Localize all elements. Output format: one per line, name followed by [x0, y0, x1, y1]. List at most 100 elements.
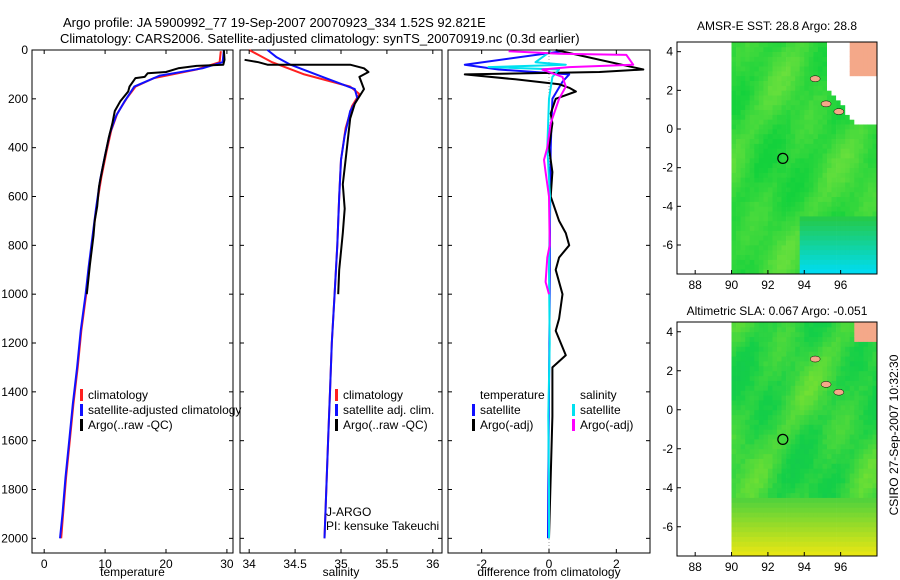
diff-legend-swatch-1-2	[572, 419, 575, 431]
depth-tick-label-9: 1800	[1, 483, 28, 497]
salinity-xtick-label-0: 34	[243, 557, 257, 571]
temperature-xtick-label-0: 0	[41, 557, 48, 571]
depth-tick-label-6: 1200	[1, 336, 28, 350]
depth-tick-label-2: 400	[8, 141, 28, 155]
salinity-series-2	[244, 58, 370, 295]
salinity-legend-label-2: Argo(..raw -QC)	[343, 418, 428, 432]
sla_map-ytick-label-0: -6	[662, 520, 673, 534]
chart-title-line1: Argo profile: JA 5900992_77 19-Sep-2007 …	[63, 15, 486, 30]
temperature-legend-swatch-1	[80, 404, 83, 416]
chart-title-line2: Climatology: CARS2006. Satellite-adjuste…	[60, 31, 580, 46]
difference-series-0	[463, 50, 571, 539]
temperature-legend-swatch-2	[80, 419, 83, 431]
difference-xtick-label-0: -2	[476, 557, 487, 571]
map-panels: AMSR-E SST: 28.8 Argo: 28.8 88 90 92 94 96 -6 -…	[662, 19, 878, 574]
sst_map-island-2	[833, 108, 845, 115]
sst_map-title: AMSR-E SST: 28.8 Argo: 28.8	[697, 19, 857, 33]
sst_map-island-1	[820, 100, 832, 108]
salinity-xtick-label-2: 35	[334, 557, 348, 571]
diff-legend-swatch-0-1	[472, 404, 475, 416]
panel-sst_map: AMSR-E SST: 28.8 Argo: 28.8 88 90 92 94 96 -6 -…	[662, 19, 878, 292]
sla_map-title: Altimetric SLA: 0.067 Argo: -0.051	[687, 304, 868, 318]
temperature-legend-label-0: climatology	[88, 388, 148, 402]
salinity-xtick-label-4: 36	[426, 557, 440, 571]
temperature-xlabel: temperature	[100, 565, 165, 579]
difference-xtick-label-2: 2	[613, 557, 620, 571]
sla_map-cells	[731, 322, 878, 557]
diff-legend-label-1-0: salinity	[580, 388, 617, 402]
depth-tick-label-0: 0	[21, 43, 28, 57]
depth-tick-label-7: 1400	[1, 385, 28, 399]
timestamp-label: CSIRO 27-Sep-2007 10:32:30	[887, 354, 900, 516]
salinity-legend-swatch-0	[335, 389, 338, 401]
difference-series-2	[487, 50, 567, 539]
salinity-legend-swatch-2	[335, 419, 338, 431]
panel-temperature: 0 10 20 30 0 200 400 600 800 1000 1200 1400 1600 1800…	[1, 43, 241, 579]
salinity-annotation-1: PI: kensuke Takeuchi	[326, 519, 439, 533]
salinity-axes-frame	[239, 49, 443, 554]
depth-tick-label-4: 800	[8, 238, 28, 252]
depth-tick-label-5: 1000	[1, 287, 28, 301]
sst_map-ytick-label-5: 4	[666, 45, 673, 59]
diff-legend-swatch-0-2	[472, 419, 475, 431]
diff-legend-label-1-1: satellite	[580, 403, 621, 417]
sst_map-ytick-label-4: 2	[666, 83, 673, 97]
sst_map-ytick-label-1: -4	[662, 199, 673, 213]
sst_map-argo-marker	[777, 152, 789, 164]
sla_map-island-1	[820, 381, 832, 388]
diff-legend-label-0-0: temperature	[480, 388, 545, 402]
timestamp-label-wrap: CSIRO 27-Sep-2007 10:32:30	[880, 300, 900, 570]
diff-legend-label-1-2: Argo(-adj)	[580, 418, 633, 432]
sst_map-xtick-label-1: 90	[725, 278, 739, 292]
salinity-legend-label-0: climatology	[343, 388, 403, 402]
sst_map-island-0	[809, 75, 821, 82]
salinity-annotation-0: J-ARGO	[326, 505, 371, 519]
sla_map-island-2	[833, 388, 845, 396]
panel-salinity: 34 34.5 35 35.5 36 salinity climatologysatelli…	[239, 49, 443, 579]
sla_map-ytick-label-1: -4	[662, 481, 673, 495]
temperature-xtick-label-1: 10	[98, 557, 112, 571]
sla_map-argo-marker	[777, 433, 789, 445]
sla_map-frame	[676, 321, 878, 557]
diff-legend-swatch-1-1	[572, 404, 575, 416]
sst_map-ytick-label-2: -2	[662, 161, 673, 175]
sla_map-ytick-label-2: -2	[662, 442, 673, 456]
temperature-legend-label-1: satellite-adjusted climatology	[88, 403, 241, 417]
sst_map-xtick-label-2: 92	[761, 278, 775, 292]
sla_map-xtick-label-4: 96	[834, 560, 848, 574]
depth-tick-label-10: 2000	[1, 531, 28, 545]
salinity-xtick-label-1: 34.5	[283, 557, 307, 571]
sst_map-xtick-label-3: 94	[798, 278, 812, 292]
temperature-xtick-label-3: 30	[220, 557, 234, 571]
sst_map-frame	[676, 41, 878, 275]
difference-series-3	[508, 50, 635, 295]
sla_map-island-0	[809, 355, 821, 363]
depth-tick-label-3: 600	[8, 190, 28, 204]
sla_map-xtick-label-2: 92	[761, 560, 775, 574]
panel-sla_map: Altimetric SLA: 0.067 Argo: -0.051 88 90 92…	[662, 304, 878, 574]
diff-legend-label-0-2: Argo(-adj)	[480, 418, 533, 432]
sla_map-ytick-label-5: 4	[666, 325, 673, 339]
depth-tick-label-8: 1600	[1, 434, 28, 448]
sla_map-xtick-label-1: 90	[725, 560, 739, 574]
sla_map-ytick-label-3: 0	[666, 403, 673, 417]
salinity-xlabel: salinity	[323, 565, 360, 579]
profile-panels: 0 10 20 30020040060080010001200140016001800…	[1, 43, 651, 579]
salinity-legend-label-1: satellite adj. clim.	[343, 403, 434, 417]
depth-tick-label-1: 200	[8, 92, 28, 106]
difference-xlabel: difference from climatology	[477, 565, 620, 579]
sst_map-xtick-label-4: 96	[834, 278, 848, 292]
temperature-axes-frame	[31, 49, 234, 554]
temperature-xtick-label-2: 20	[159, 557, 173, 571]
sla_map-ytick-label-4: 2	[666, 364, 673, 378]
salinity-xtick-label-3: 35.5	[375, 557, 399, 571]
difference-series-1	[463, 49, 645, 539]
salinity-legend-swatch-1	[335, 404, 338, 416]
sst_map-ytick-label-0: -6	[662, 238, 673, 252]
temperature-legend-label-2: Argo(..raw -QC)	[88, 418, 173, 432]
sla_map-xtick-label-0: 88	[689, 560, 703, 574]
difference-xtick-label-1: 0	[546, 557, 553, 571]
temperature-legend-swatch-0	[80, 389, 83, 401]
